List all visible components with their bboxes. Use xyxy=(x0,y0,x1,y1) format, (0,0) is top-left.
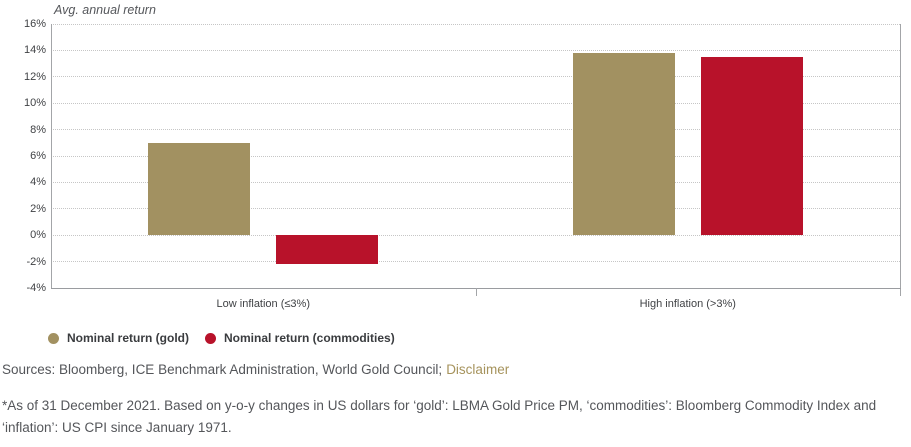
chart-legend: Nominal return (gold) Nominal return (co… xyxy=(48,331,395,345)
y-axis-tick-label: 0% xyxy=(30,229,46,242)
bar-commodities-high-inflation xyxy=(700,57,803,236)
sources-text: Sources: Bloomberg, ICE Benchmark Admini… xyxy=(2,362,443,377)
y-axis-tick-label: 12% xyxy=(23,70,46,83)
gridline-4pct xyxy=(51,181,900,183)
bar-commodities-low-inflation xyxy=(276,235,379,265)
plot-right-border xyxy=(900,24,901,296)
y-axis-tick-label: 16% xyxy=(23,18,46,30)
gold-legend-marker-icon xyxy=(48,332,59,344)
bar-gold-low-inflation xyxy=(148,142,251,236)
gridline-2pct xyxy=(51,208,900,210)
y-axis-tick-label: 2% xyxy=(30,202,46,215)
legend-item-gold: Nominal return (gold) xyxy=(48,331,189,345)
legend-item-commodities: Nominal return (commodities) xyxy=(205,331,395,345)
gridline-16pct xyxy=(51,23,900,25)
gridline-6pct xyxy=(51,155,900,157)
y-axis-tick-label: 10% xyxy=(23,97,46,110)
gridline-12pct xyxy=(51,76,900,78)
y-axis-tick-label: -4% xyxy=(26,282,46,294)
gridline--2pct xyxy=(51,261,900,263)
y-axis-line xyxy=(51,24,52,288)
chart-title: Avg. annual return xyxy=(54,3,156,17)
legend-label-commodities: Nominal return (commodities) xyxy=(224,331,395,345)
x-axis-category-label: Low inflation (≤3%) xyxy=(216,298,310,310)
x-axis-category-label: High inflation (>3%) xyxy=(639,298,736,310)
category-divider-tick xyxy=(475,288,477,296)
commodities-legend-marker-icon xyxy=(205,332,216,344)
footnote-text: *As of 31 December 2021. Based on y-o-y … xyxy=(2,398,877,435)
y-axis-tick-label: 14% xyxy=(23,44,46,57)
disclaimer-link[interactable]: Disclaimer xyxy=(446,362,510,377)
y-axis-tick-label: -2% xyxy=(26,255,46,268)
gridline-0pct xyxy=(51,234,900,236)
y-axis-tick-label: 6% xyxy=(30,150,46,162)
y-axis-tick-label: 4% xyxy=(30,176,46,189)
gridline-10pct xyxy=(51,102,900,104)
y-axis-tick-label: 8% xyxy=(30,123,46,136)
gridline-14pct xyxy=(51,49,900,51)
legend-label-gold: Nominal return (gold) xyxy=(67,331,189,345)
sources-line: Sources: Bloomberg, ICE Benchmark Admini… xyxy=(2,362,509,377)
gridline-8pct xyxy=(51,129,900,131)
bar-gold-high-inflation xyxy=(572,53,675,236)
